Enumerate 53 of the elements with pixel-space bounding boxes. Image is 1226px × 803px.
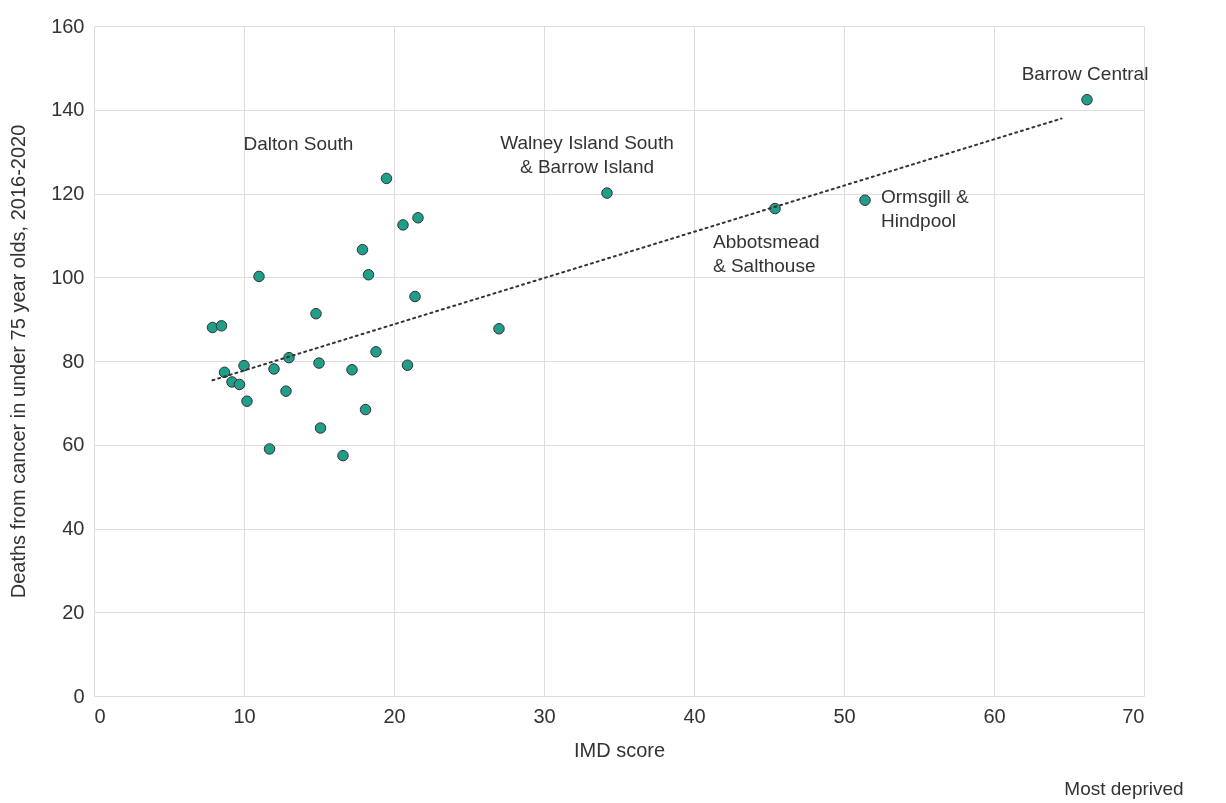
y-tick-label: 20	[62, 600, 85, 623]
point	[238, 359, 250, 372]
y-tick-label: 60	[62, 433, 85, 456]
y-tick-label: 40	[62, 517, 85, 539]
x-tick-label: 60	[983, 704, 1006, 727]
point	[380, 172, 393, 185]
text: Most deprived	[1064, 778, 1184, 799]
point	[409, 290, 421, 303]
point	[356, 243, 369, 256]
point	[1081, 93, 1093, 106]
x-tick-label: 50	[833, 704, 856, 727]
point	[253, 270, 265, 283]
point	[401, 359, 414, 371]
point	[233, 378, 246, 391]
point	[268, 363, 280, 375]
y-tick-label: 100	[51, 265, 85, 288]
point	[601, 187, 613, 199]
point	[280, 385, 292, 397]
y-tick-label: 140	[51, 98, 85, 121]
y-tick-label: 120	[51, 182, 85, 204]
x-tick-label: 10	[233, 704, 256, 727]
point	[859, 194, 871, 206]
point	[310, 307, 322, 320]
point	[241, 395, 253, 407]
point	[493, 323, 505, 335]
x-tick-label: 20	[383, 704, 406, 727]
y-tick-label: 160	[51, 14, 85, 37]
y-tick-label: 0	[73, 684, 85, 707]
point	[283, 351, 295, 364]
annotation: Barrow Central	[1021, 62, 1149, 84]
point	[314, 422, 327, 434]
annotation: Dalton South	[243, 133, 354, 155]
point	[346, 364, 358, 376]
x-tick-label: 30	[533, 704, 556, 727]
point	[313, 357, 325, 369]
point	[397, 219, 409, 231]
x-tick-label: 40	[683, 704, 706, 727]
point	[218, 366, 231, 379]
y-tick-label: 80	[62, 349, 85, 372]
point	[215, 320, 228, 332]
y-axis-title: Deaths from cancer in under 75 year olds, 2016-2020	[7, 124, 30, 599]
point	[359, 403, 372, 416]
annotation: Walney Island South & Barrow Island	[500, 132, 674, 178]
x-axis-title: IMD score	[573, 738, 666, 761]
x-tick-label: 70	[1122, 704, 1145, 727]
x-tick-label: 0	[94, 704, 106, 727]
point	[370, 346, 382, 358]
point	[412, 212, 424, 224]
point	[337, 449, 349, 462]
point	[263, 443, 276, 455]
annotation: Ormsgill & Hindpool	[881, 186, 969, 232]
point	[362, 269, 375, 281]
annotation: Abbotsmead & Salthouse	[713, 230, 820, 276]
